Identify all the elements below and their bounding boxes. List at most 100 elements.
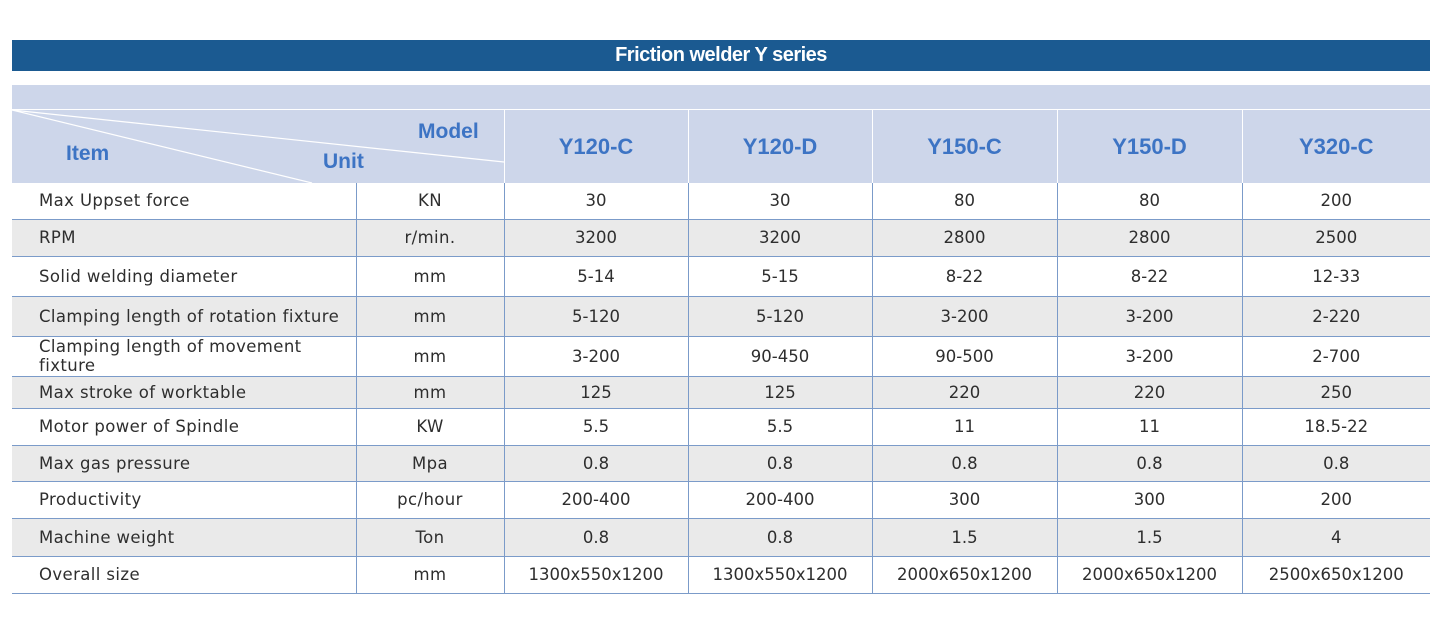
- row-unit-cell: Mpa: [355, 445, 504, 482]
- table-row: Max gas pressure Mpa 0.8 0.8 0.8 0.8 0.8: [12, 445, 1430, 482]
- row-unit-cell: mm: [355, 376, 504, 409]
- row-value-cell: 1300x550x1200: [687, 556, 872, 594]
- model-header-y150-c: Y150-C: [871, 110, 1057, 183]
- row-unit-cell: mm: [355, 256, 504, 297]
- model-header-y150-d: Y150-D: [1056, 110, 1242, 183]
- item-label: Item: [66, 142, 110, 165]
- table-row: Solid welding diameter mm 5-14 5-15 8-22…: [12, 256, 1430, 297]
- row-value-cell: 1.5: [1056, 518, 1242, 557]
- model-header-y120-c: Y120-C: [503, 110, 688, 183]
- spec-table-container: Friction welder Y series Model Item: [12, 40, 1430, 594]
- row-item-cell: Max gas pressure: [12, 445, 356, 482]
- row-unit-cell: KW: [355, 408, 504, 446]
- row-value-cell: 250: [1241, 376, 1430, 409]
- row-value-cell: 0.8: [503, 445, 688, 482]
- table-row: Max Uppset force KN 30 30 80 80 200: [12, 183, 1430, 220]
- row-value-cell: 5-120: [687, 296, 872, 337]
- row-value-cell: 0.8: [687, 445, 872, 482]
- row-value-cell: 12-33: [1241, 256, 1430, 297]
- row-value-cell: 3200: [687, 219, 872, 257]
- row-value-cell: 300: [871, 481, 1057, 519]
- table-row: Motor power of Spindle KW 5.5 5.5 11 11 …: [12, 408, 1430, 446]
- row-value-cell: 2000x650x1200: [1056, 556, 1242, 594]
- row-value-cell: 2500: [1241, 219, 1430, 257]
- spec-table: Model Item Unit Y120-C Y120-D Y150-C Y15…: [12, 110, 1430, 594]
- row-value-cell: 30: [503, 183, 688, 220]
- row-item-cell: Solid welding diameter: [12, 256, 356, 297]
- row-value-cell: 11: [871, 408, 1057, 446]
- model-label: Model: [418, 120, 479, 143]
- table-row: RPM r/min. 3200 3200 2800 2800 2500: [12, 219, 1430, 257]
- row-value-cell: 2800: [871, 219, 1057, 257]
- row-value-cell: 8-22: [871, 256, 1057, 297]
- row-item-cell: Motor power of Spindle: [12, 408, 356, 446]
- row-value-cell: 2-220: [1241, 296, 1430, 337]
- diagonal-divider-lines: [12, 110, 504, 183]
- row-value-cell: 3-200: [1056, 296, 1242, 337]
- row-value-cell: 5-14: [503, 256, 688, 297]
- row-value-cell: 0.8: [1056, 445, 1242, 482]
- row-value-cell: 2800: [1056, 219, 1242, 257]
- table-row: Overall size mm 1300x550x1200 1300x550x1…: [12, 556, 1430, 594]
- table-row: Clamping length of movement fixture mm 3…: [12, 336, 1430, 377]
- row-item-cell: Overall size: [12, 556, 356, 594]
- row-value-cell: 5-15: [687, 256, 872, 297]
- model-header-y120-d: Y120-D: [687, 110, 872, 183]
- table-row: Clamping length of rotation fixture mm 5…: [12, 296, 1430, 337]
- row-item-cell: Machine weight: [12, 518, 356, 557]
- table-row: Productivity pc/hour 200-400 200-400 300…: [12, 481, 1430, 519]
- unit-label: Unit: [323, 150, 364, 173]
- row-value-cell: 3-200: [503, 336, 688, 377]
- table-row: Machine weight Ton 0.8 0.8 1.5 1.5 4: [12, 518, 1430, 557]
- row-item-cell: Clamping length of rotation fixture: [12, 296, 356, 337]
- table-title: Friction welder Y series: [12, 40, 1430, 71]
- row-value-cell: 8-22: [1056, 256, 1242, 297]
- row-value-cell: 3-200: [871, 296, 1057, 337]
- row-item-cell: Max Uppset force: [12, 183, 356, 220]
- row-unit-cell: mm: [355, 556, 504, 594]
- row-value-cell: 220: [1056, 376, 1242, 409]
- row-value-cell: 0.8: [687, 518, 872, 557]
- row-value-cell: 5.5: [503, 408, 688, 446]
- row-value-cell: 1.5: [871, 518, 1057, 557]
- row-value-cell: 18.5-22: [1241, 408, 1430, 446]
- row-value-cell: 2500x650x1200: [1241, 556, 1430, 594]
- row-value-cell: 1300x550x1200: [503, 556, 688, 594]
- row-item-cell: Clamping length of movement fixture: [12, 336, 356, 377]
- row-value-cell: 11: [1056, 408, 1242, 446]
- row-value-cell: 80: [871, 183, 1057, 220]
- header-band: [12, 85, 1430, 110]
- row-value-cell: 200: [1241, 183, 1430, 220]
- row-unit-cell: mm: [355, 296, 504, 337]
- row-value-cell: 200: [1241, 481, 1430, 519]
- title-gap: [12, 71, 1430, 85]
- table-row: Max stroke of worktable mm 125 125 220 2…: [12, 376, 1430, 409]
- row-unit-cell: pc/hour: [355, 481, 504, 519]
- row-value-cell: 80: [1056, 183, 1242, 220]
- row-value-cell: 30: [687, 183, 872, 220]
- row-unit-cell: mm: [355, 336, 504, 377]
- row-item-cell: Max stroke of worktable: [12, 376, 356, 409]
- row-value-cell: 3200: [503, 219, 688, 257]
- row-item-cell: Productivity: [12, 481, 356, 519]
- row-value-cell: 300: [1056, 481, 1242, 519]
- model-header-y320-c: Y320-C: [1241, 110, 1430, 183]
- row-value-cell: 2-700: [1241, 336, 1430, 377]
- row-value-cell: 220: [871, 376, 1057, 409]
- diagonal-header-cell: Model Item Unit: [12, 110, 504, 183]
- row-unit-cell: Ton: [355, 518, 504, 557]
- row-value-cell: 0.8: [1241, 445, 1430, 482]
- header-row: Model Item Unit Y120-C Y120-D Y150-C Y15…: [12, 110, 1430, 183]
- row-value-cell: 125: [503, 376, 688, 409]
- row-unit-cell: KN: [355, 183, 504, 220]
- row-value-cell: 4: [1241, 518, 1430, 557]
- row-value-cell: 0.8: [871, 445, 1057, 482]
- row-unit-cell: r/min.: [355, 219, 504, 257]
- row-value-cell: 200-400: [503, 481, 688, 519]
- row-value-cell: 90-450: [687, 336, 872, 377]
- row-value-cell: 125: [687, 376, 872, 409]
- row-value-cell: 200-400: [687, 481, 872, 519]
- row-value-cell: 5.5: [687, 408, 872, 446]
- row-value-cell: 3-200: [1056, 336, 1242, 377]
- row-value-cell: 5-120: [503, 296, 688, 337]
